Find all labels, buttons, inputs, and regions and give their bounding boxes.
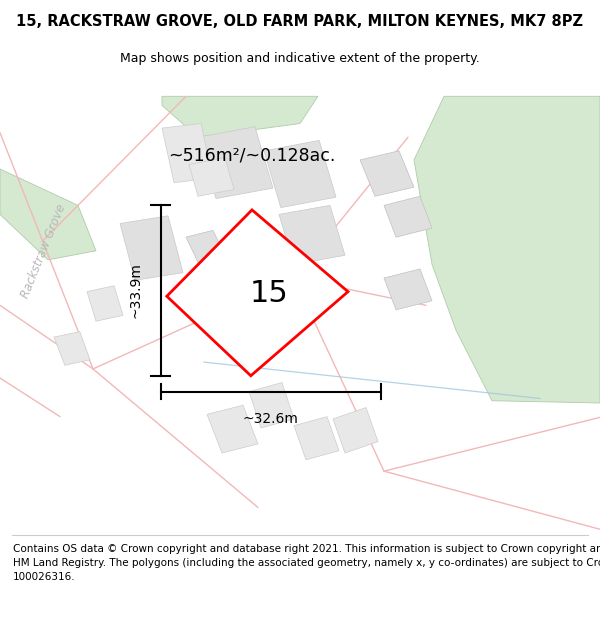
Polygon shape (87, 286, 123, 321)
Polygon shape (162, 124, 213, 182)
Polygon shape (384, 269, 432, 310)
Polygon shape (249, 382, 294, 428)
Text: ~33.9m: ~33.9m (129, 262, 143, 319)
Polygon shape (0, 169, 96, 260)
Polygon shape (207, 405, 258, 453)
Text: 15, RACKSTRAW GROVE, OLD FARM PARK, MILTON KEYNES, MK7 8PZ: 15, RACKSTRAW GROVE, OLD FARM PARK, MILT… (17, 14, 583, 29)
Polygon shape (264, 141, 336, 208)
Polygon shape (186, 231, 225, 262)
Polygon shape (360, 151, 414, 196)
Polygon shape (120, 216, 183, 281)
Text: Map shows position and indicative extent of the property.: Map shows position and indicative extent… (120, 52, 480, 65)
Polygon shape (279, 206, 345, 264)
Text: 15: 15 (250, 279, 289, 308)
Text: Rackstraw Grove: Rackstraw Grove (19, 202, 68, 300)
Polygon shape (384, 196, 432, 237)
Polygon shape (198, 127, 273, 199)
Polygon shape (333, 408, 378, 453)
Polygon shape (294, 417, 339, 460)
Polygon shape (414, 96, 600, 403)
Polygon shape (167, 210, 348, 376)
Text: Contains OS data © Crown copyright and database right 2021. This information is : Contains OS data © Crown copyright and d… (13, 544, 600, 582)
Text: ~516m²/~0.128ac.: ~516m²/~0.128ac. (168, 146, 335, 164)
Polygon shape (162, 96, 318, 138)
Polygon shape (216, 262, 249, 292)
Polygon shape (54, 332, 90, 365)
Text: ~32.6m: ~32.6m (243, 412, 299, 426)
Polygon shape (189, 158, 234, 196)
